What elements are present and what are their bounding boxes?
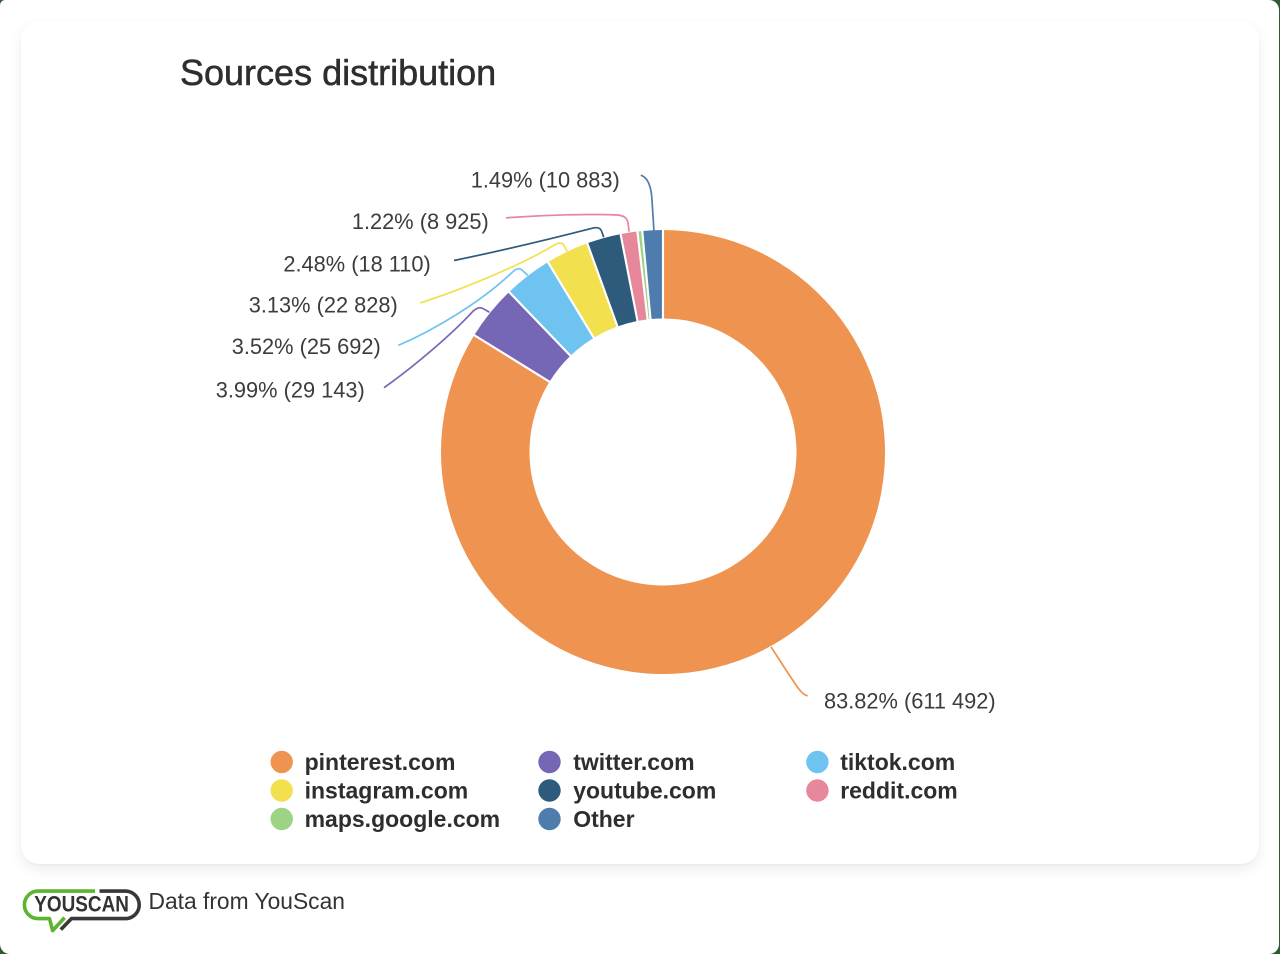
- svg-text:reddit.com: reddit.com: [840, 777, 958, 803]
- svg-text:YOUSCAN: YOUSCAN: [34, 892, 129, 917]
- svg-text:83.82% (611 492): 83.82% (611 492): [824, 689, 996, 714]
- svg-text:1.22% (8 925): 1.22% (8 925): [352, 209, 489, 234]
- svg-text:instagram.com: instagram.com: [305, 777, 469, 803]
- svg-text:Data from YouScan: Data from YouScan: [149, 888, 345, 914]
- svg-text:3.99% (29 143): 3.99% (29 143): [216, 378, 365, 403]
- svg-text:twitter.com: twitter.com: [573, 749, 694, 775]
- svg-text:Other: Other: [573, 806, 634, 832]
- svg-text:youtube.com: youtube.com: [573, 777, 716, 803]
- svg-text:2.48% (18 110): 2.48% (18 110): [283, 252, 430, 277]
- svg-text:tiktok.com: tiktok.com: [840, 749, 955, 775]
- svg-text:3.13% (22 828): 3.13% (22 828): [249, 293, 398, 318]
- svg-text:pinterest.com: pinterest.com: [305, 749, 456, 775]
- svg-text:3.52% (25 692): 3.52% (25 692): [232, 334, 381, 359]
- svg-text:1.49% (10 883): 1.49% (10 883): [471, 167, 620, 192]
- svg-text:maps.google.com: maps.google.com: [305, 806, 501, 832]
